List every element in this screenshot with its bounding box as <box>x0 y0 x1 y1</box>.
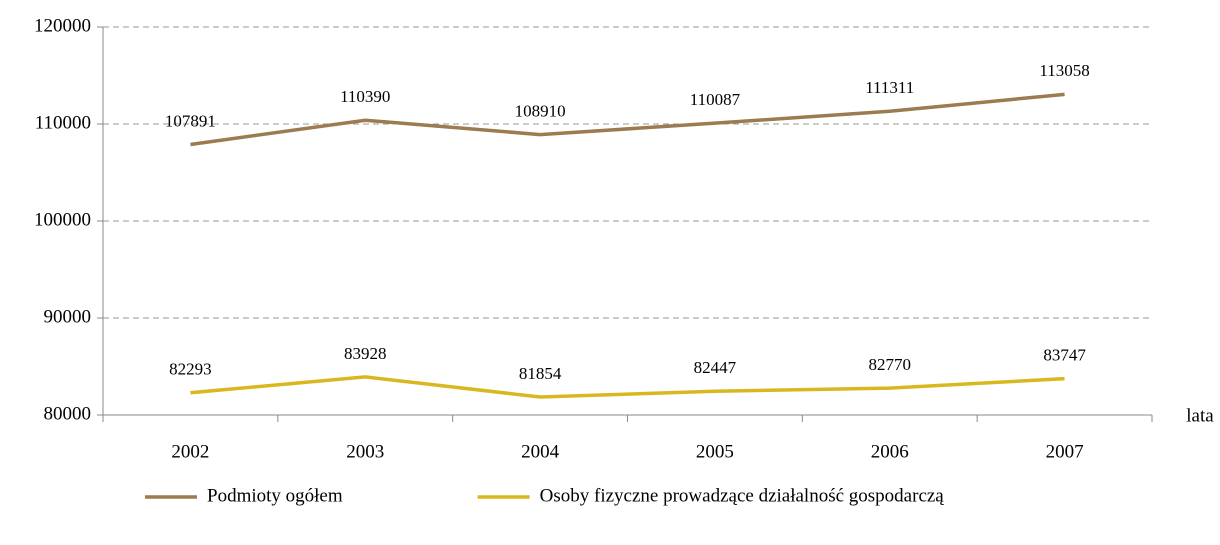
data-label: 108910 <box>515 101 566 120</box>
data-label: 110390 <box>340 87 390 106</box>
x-tick-label: 2003 <box>346 441 384 462</box>
y-tick-label: 120000 <box>34 15 91 36</box>
y-tick-label: 90000 <box>44 306 92 327</box>
x-axis-label: lata <box>1186 405 1214 426</box>
data-label: 107891 <box>165 111 216 130</box>
y-tick-label: 110000 <box>35 112 91 133</box>
x-tick-label: 2002 <box>171 441 209 462</box>
data-label: 82293 <box>169 360 212 379</box>
data-label: 81854 <box>519 364 562 383</box>
series-line <box>190 375 1065 399</box>
data-label: 83928 <box>344 344 387 363</box>
data-label: 83747 <box>1043 346 1086 365</box>
y-tick-label: 100000 <box>34 209 91 230</box>
data-label: 82770 <box>869 355 912 374</box>
series-line <box>190 92 1065 147</box>
data-label: 110087 <box>690 90 741 109</box>
legend-label: Podmioty ogółem <box>207 485 343 506</box>
data-label: 113058 <box>1039 61 1089 80</box>
x-tick-label: 2005 <box>696 441 734 462</box>
data-label: 111311 <box>865 78 914 97</box>
x-tick-label: 2006 <box>871 441 909 462</box>
y-tick-label: 80000 <box>44 403 92 424</box>
x-tick-label: 2004 <box>521 441 560 462</box>
data-label: 82447 <box>694 358 737 377</box>
x-tick-label: 2007 <box>1046 441 1084 462</box>
legend-label: Osoby fizyczne prowadzące działalność go… <box>540 485 945 506</box>
